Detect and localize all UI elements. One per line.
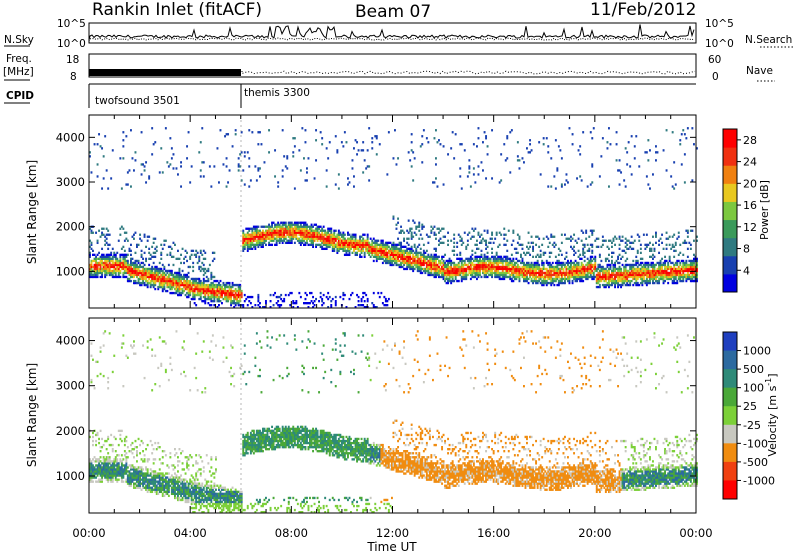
beam-title: Beam 07 [355,2,431,22]
ytick-label: 1000 [56,469,85,483]
velocity-colorbar-tick: -100 [743,437,768,450]
noise-tick-low-left: 10^0 [57,38,86,50]
colorbar-swatch [723,443,737,463]
colorbar-swatch [723,255,737,275]
colorbar-swatch [723,273,737,293]
frequency-panel: 18 8 60 0 [66,53,721,83]
nsky-label: N.Sky [4,34,34,46]
colorbar-swatch [723,165,737,184]
ytick-label: 3000 [56,175,85,189]
cpid-segment-themis: themis 3300 [244,87,310,99]
colorbar-swatch [723,461,737,481]
xtick-label: 16:00 [477,526,510,540]
power-colorbar-tick: 12 [743,221,757,234]
velocity-ylabel: Slant Range [km] [25,363,39,467]
time-axis-label: Time UT [366,540,417,554]
nave-tick-low: 0 [712,71,719,83]
nsearch-label: N.Search [745,34,792,46]
xtick-label: 12:00 [376,526,409,540]
colorbar-swatch [723,369,737,389]
freq-tick-low: 8 [70,71,77,83]
velocity-colorbar-tick: 25 [743,400,757,413]
freq-tick-high: 18 [66,54,79,66]
power-colorbar-label: Power [dB] [758,180,771,240]
xtick-label: 00:00 [679,526,712,540]
velocity-colorbar: 1000 500 100 25 -25 -100 -500 -1000 Velocity [m… [722,331,779,500]
velocity-colorbar-tick: 1000 [743,345,771,358]
xtick-label: 04:00 [174,526,207,540]
velocity-colorbar-tick: 100 [743,382,764,395]
power-colorbar-tick: 4 [743,264,750,277]
noise-tick-high-right: 10^5 [705,18,734,30]
velocity-colorbar-tick: -500 [743,456,768,469]
xtick-label: 00:00 [72,526,105,540]
colorbar-swatch [723,129,737,148]
freq-label: Freq. [6,53,32,65]
colorbar-swatch [723,147,737,166]
date-title: 11/Feb/2012 [590,0,696,20]
frequency-trace-bar [89,69,241,76]
colorbar-swatch [723,237,737,257]
power-colorbar: 4 8 12 16 20 24 28 Power [dB] [722,128,771,293]
nave-tick-high: 60 [708,54,721,66]
cpid-segment-twofsound: twofsound 3501 [95,95,180,107]
power-colorbar-tick: 8 [743,243,750,256]
colorbar-swatch [723,424,737,444]
xtick-label: 08:00 [275,526,308,540]
ytick-label: 4000 [56,130,85,144]
ytick-label: 2000 [56,424,85,438]
station-title: Rankin Inlet (fitACF) [92,0,262,20]
noise-tick-low-right: 10^0 [705,38,734,50]
power-ylabel: Slant Range [km] [25,160,39,264]
velocity-colorbar-tick: 500 [743,363,764,376]
cpid-panel: twofsound 3501 themis 3300 [88,83,696,108]
velocity-colorbar-tick: -25 [743,419,761,432]
power-colorbar-tick: 16 [743,199,757,212]
power-colorbar-tick: 20 [743,177,757,190]
velocity-colorbar-label: Velocity [m s-1] [764,373,779,456]
nave-label: Nave [746,65,773,77]
colorbar-swatch [723,350,737,370]
colorbar-swatch [723,480,737,500]
xtick-label: 20:00 [578,526,611,540]
colorbar-swatch [723,219,737,239]
colorbar-swatch [723,201,737,221]
ytick-label: 2000 [56,220,85,234]
freq-unit-label: [MHz] [3,66,34,78]
power-colorbar-tick: 24 [743,156,757,169]
velocity-colorbar-tick: -1000 [743,474,775,487]
colorbar-swatch [723,332,737,352]
ytick-label: 4000 [56,334,85,348]
colorbar-swatch [723,387,737,407]
colorbar-swatch [723,406,737,426]
ytick-label: 3000 [56,379,85,393]
noise-panel: 10^5 10^0 10^5 10^0 [57,18,734,50]
power-colorbar-tick: 28 [743,134,757,147]
noise-tick-high-left: 10^5 [57,18,86,30]
power-panel: 1000 2000 3000 4000 Slant Range [km] [25,114,698,309]
ytick-label: 1000 [56,264,85,278]
colorbar-swatch [723,183,737,202]
velocity-panel: 1000 2000 3000 4000 Slant Range [km] [25,317,698,514]
cpid-label: CPID [6,90,34,102]
